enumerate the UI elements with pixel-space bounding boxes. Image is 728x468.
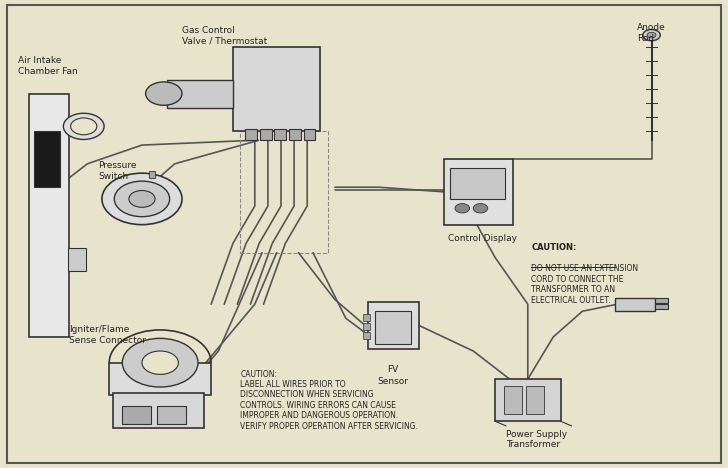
FancyBboxPatch shape (495, 379, 561, 421)
FancyBboxPatch shape (34, 131, 60, 187)
FancyBboxPatch shape (363, 314, 370, 321)
FancyBboxPatch shape (304, 129, 315, 140)
FancyBboxPatch shape (289, 129, 301, 140)
FancyBboxPatch shape (29, 94, 69, 337)
Circle shape (647, 32, 656, 38)
Circle shape (146, 82, 182, 105)
Text: Anode
Rod: Anode Rod (637, 23, 665, 43)
Text: Control Display: Control Display (448, 234, 517, 243)
Text: CAUTION:: CAUTION: (531, 243, 577, 252)
FancyBboxPatch shape (113, 393, 204, 428)
Circle shape (102, 173, 182, 225)
FancyBboxPatch shape (157, 406, 186, 424)
FancyBboxPatch shape (526, 386, 544, 414)
Text: Sensor: Sensor (378, 377, 408, 386)
FancyBboxPatch shape (504, 386, 522, 414)
Text: Air Intake
Chamber Fan: Air Intake Chamber Fan (18, 56, 78, 75)
Text: FV: FV (387, 365, 399, 374)
FancyBboxPatch shape (233, 47, 320, 131)
FancyBboxPatch shape (615, 298, 655, 311)
FancyBboxPatch shape (375, 311, 411, 344)
Circle shape (455, 204, 470, 213)
FancyBboxPatch shape (363, 332, 370, 339)
FancyBboxPatch shape (655, 298, 668, 303)
Circle shape (122, 338, 198, 387)
FancyBboxPatch shape (68, 248, 86, 271)
Text: Power Supply
Transformer: Power Supply Transformer (506, 430, 567, 449)
Circle shape (129, 190, 155, 207)
Circle shape (643, 29, 660, 41)
Text: Pressure
Switch: Pressure Switch (98, 161, 137, 181)
FancyBboxPatch shape (122, 406, 151, 424)
FancyBboxPatch shape (363, 323, 370, 330)
FancyBboxPatch shape (109, 363, 211, 395)
FancyBboxPatch shape (444, 159, 513, 225)
Text: CAUTION:
LABEL ALL WIRES PRIOR TO
DISCONNECTION WHEN SERVICING
CONTROLS. WIRING : CAUTION: LABEL ALL WIRES PRIOR TO DISCON… (240, 370, 419, 431)
FancyBboxPatch shape (368, 302, 419, 349)
Circle shape (142, 351, 178, 374)
FancyBboxPatch shape (655, 304, 668, 309)
Circle shape (473, 204, 488, 213)
FancyBboxPatch shape (274, 129, 286, 140)
Text: DO NOT USE AN EXTENSION
CORD TO CONNECT THE
TRANSFORMER TO AN
ELECTRICAL OUTLET.: DO NOT USE AN EXTENSION CORD TO CONNECT … (531, 264, 638, 305)
FancyBboxPatch shape (167, 80, 233, 108)
Circle shape (71, 118, 97, 135)
Circle shape (114, 181, 170, 217)
FancyBboxPatch shape (245, 129, 257, 140)
Circle shape (63, 113, 104, 139)
Text: Igniter/Flame
Sense Connector: Igniter/Flame Sense Connector (69, 325, 146, 344)
Text: Gas Control
Valve / Thermostat: Gas Control Valve / Thermostat (182, 26, 267, 45)
FancyBboxPatch shape (149, 171, 155, 178)
FancyBboxPatch shape (450, 168, 505, 199)
FancyBboxPatch shape (260, 129, 272, 140)
